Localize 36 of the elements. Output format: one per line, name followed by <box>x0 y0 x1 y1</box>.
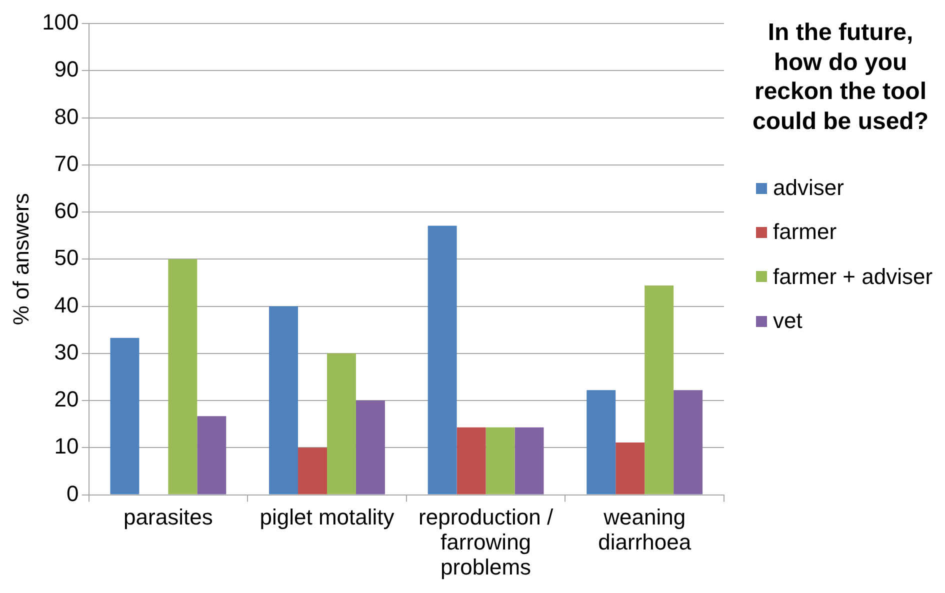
legend-label: vet <box>773 308 802 334</box>
y-tick-label: 40 <box>54 292 79 318</box>
legend-label: farmer <box>773 219 837 246</box>
bar <box>298 448 327 494</box>
bar <box>514 427 544 494</box>
x-tick-label: parasites <box>124 504 213 530</box>
y-tick-label: 80 <box>54 104 79 129</box>
bar <box>326 353 356 494</box>
y-tick-label: 30 <box>54 339 79 364</box>
bar <box>356 400 385 494</box>
x-tick-label: weaning diarrhoea <box>598 504 692 554</box>
bar <box>674 390 703 494</box>
bar <box>168 259 198 494</box>
bar <box>486 427 515 494</box>
bar <box>456 427 486 494</box>
bar <box>269 306 298 494</box>
legend-title: In the future, how do you reckon the tool could be used? <box>751 18 930 136</box>
y-tick-label: 20 <box>54 386 79 412</box>
y-tick-label: 70 <box>54 150 79 176</box>
bar <box>586 390 616 494</box>
y-axis-title: % of answers <box>8 193 34 326</box>
y-tick-label: 50 <box>54 245 79 270</box>
y-tick-label: 10 <box>54 434 79 459</box>
bar <box>428 226 457 494</box>
x-tick-label: piglet motality <box>260 504 394 530</box>
bar <box>197 416 226 494</box>
y-tick-label: 100 <box>42 10 79 35</box>
legend-label: adviser <box>773 175 844 202</box>
x-tick-label: reproduction / farrowing problems <box>418 504 554 580</box>
bar <box>616 442 645 494</box>
y-tick-label: 60 <box>54 198 79 224</box>
bar <box>110 338 140 494</box>
legend-label: farmer + adviser <box>773 264 933 290</box>
y-tick-label: 90 <box>54 56 79 82</box>
bar <box>644 286 674 494</box>
y-tick-label: 0 <box>66 480 79 506</box>
